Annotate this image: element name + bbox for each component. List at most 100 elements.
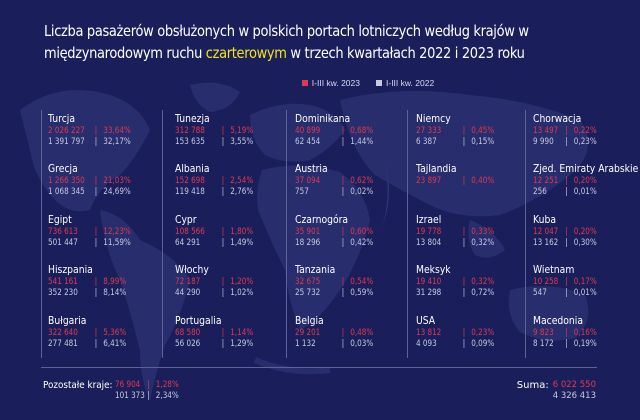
share-2022: 1,44% (350, 136, 374, 147)
value-2023: 29 201 (295, 328, 321, 338)
country-name: Izrael (416, 214, 442, 226)
separator: | (94, 237, 98, 248)
separator: | (462, 126, 466, 136)
row-2022: 4 093 | 0,09% (416, 339, 518, 350)
separator: | (94, 176, 98, 186)
value-2023: 13 812 (416, 328, 442, 338)
country-name: Tanzania (295, 264, 336, 276)
share-2023: 0,45% (471, 126, 495, 136)
value-2023: 108 566 (175, 227, 205, 237)
country-card: Czarnogóra 35 901 | 0,60% 18 296 | 0,42% (295, 214, 415, 248)
country-card: Turcja 2 026 227 | 33,64% 1 391 797 | 32,17% (48, 113, 168, 147)
separator: | (147, 390, 150, 401)
row-2023: 35 901 | 0,60% (295, 227, 397, 238)
share-2022: 2,76% (230, 186, 254, 197)
value-2022: 119 418 (175, 186, 205, 197)
row-2022: 44 290 | 1,02% (175, 288, 277, 299)
separator: | (341, 186, 345, 197)
value-2023: 27 333 (416, 126, 442, 136)
country-card: Cypr 108 566 | 1,80% 64 291 | 1,49% (175, 214, 295, 248)
value-2023: 72 187 (175, 277, 201, 287)
share-2022: 3,55% (230, 136, 254, 147)
sum-summary: Suma: 6 022 550 4 326 413 (517, 380, 596, 401)
country-card: Grecja 1 266 350 | 21,03% 1 068 345 | 24,69% (48, 163, 168, 197)
column-3: Dominikana 40 899 | 0,68% 62 454 | 1,44% Aus… (286, 110, 407, 358)
value-2023: 76 904 (115, 380, 141, 390)
row-2023: 322 640 | 5,36% (48, 328, 150, 339)
row-2022: 153 635 | 3,55% (175, 137, 277, 148)
row-2023: 10 258 | 0,17% (533, 277, 635, 288)
sum-2023: 6 022 550 (552, 380, 596, 390)
row-2022: 25 732 | 0,59% (295, 288, 397, 299)
row-2023: 312 788 | 5,19% (175, 126, 277, 137)
value-2023: 23 897 (416, 176, 442, 186)
share-2023: 0,60% (350, 227, 374, 237)
country-card: USA 13 812 | 0,23% 4 093 | 0,09% (416, 315, 536, 349)
country-card: Zjed. Emiraty Arabskie 12 251 | 0,20% 256 |… (533, 163, 640, 197)
row-2022: 1 132 | 0,03% (295, 339, 397, 350)
separator: | (341, 287, 345, 298)
share-2023: 0,23% (471, 328, 495, 338)
value-2023: 19 410 (416, 277, 442, 287)
share-2022: 0,01% (573, 287, 597, 298)
row-2023: 37 094 | 0,62% (295, 176, 397, 187)
share-2022: 0,23% (573, 136, 597, 147)
row-2022: 547 | 0,01% (533, 288, 635, 299)
separator: | (462, 328, 466, 338)
value-2023: 312 788 (175, 126, 205, 136)
share-2023: 5,36% (103, 328, 127, 338)
row-2023: 152 698 | 2,54% (175, 176, 277, 187)
share-2022: 0,19% (573, 338, 597, 349)
separator: | (341, 237, 345, 248)
legend-item-2022: I-III kw. 2022 (376, 78, 434, 88)
row-2023: 40 899 | 0,68% (295, 126, 397, 137)
country-name: Tunezja (175, 113, 210, 125)
country-card: Hiszpania 541 161 | 8,99% 352 230 | 8,14% (48, 264, 168, 298)
value-2023: 40 899 (295, 126, 321, 136)
row-2022: 277 481 | 6,41% (48, 339, 150, 350)
legend-item-2023: I-III kw. 2023 (301, 78, 360, 88)
country-name: Chorwacja (533, 113, 582, 125)
share-2023: 33,64% (103, 126, 131, 136)
separator: | (565, 136, 568, 147)
row-2023: 76 904 | 1,28% (115, 380, 179, 391)
share-2022: 8,14% (103, 287, 127, 298)
share-2022: 0,15% (471, 136, 495, 147)
row-2022: 1 391 797 | 32,17% (48, 137, 150, 148)
row-2022: 1 068 345 | 24,69% (48, 187, 150, 198)
country-card: Chorwacja 13 497 | 0,22% 9 990 | 0,23% (533, 113, 640, 147)
country-name: Czarnogóra (295, 214, 349, 226)
value-2022: 13 162 (533, 237, 559, 248)
country-card: Tunezja 312 788 | 5,19% 153 635 | 3,55% (175, 113, 295, 147)
country-card: Belgia 29 201 | 0,48% 1 132 | 0,03% (295, 315, 415, 349)
country-name: Turcja (48, 113, 76, 125)
separator: | (94, 186, 98, 197)
row-2022: 18 296 | 0,42% (295, 238, 397, 249)
value-2023: 35 901 (295, 227, 321, 237)
title-text-end: w trzech kwartałach 2022 i 2023 roku (286, 44, 525, 62)
value-2023: 2 026 227 (48, 126, 85, 136)
row-2022: 101 373 | 2,34% (115, 391, 179, 402)
sum-label: Suma: (516, 380, 549, 391)
separator: | (462, 176, 466, 186)
separator: | (94, 126, 98, 136)
row-2022: 6 387 | 0,15% (416, 137, 518, 148)
value-2022: 25 732 (295, 287, 321, 298)
value-2022: 6 387 (416, 136, 437, 147)
country-name: Wietnam (533, 264, 575, 276)
separator: | (341, 328, 345, 338)
row-2023: 13 497 | 0,22% (533, 126, 635, 137)
separator: | (565, 237, 568, 248)
value-2023: 37 094 (295, 176, 321, 186)
share-2022: 0,32% (471, 237, 495, 248)
value-2023: 12 251 (533, 176, 559, 186)
value-2022: 757 (295, 186, 309, 197)
separator: | (94, 328, 98, 338)
country-card: Kuba 12 047 | 0,20% 13 162 | 0,30% (533, 214, 640, 248)
country-card: Dominikana 40 899 | 0,68% 62 454 | 1,44% (295, 113, 415, 147)
row-2023: 72 187 | 1,20% (175, 277, 277, 288)
separator: | (565, 186, 568, 197)
column-2: Tunezja 312 788 | 5,19% 153 635 | 3,55% Alba… (162, 110, 286, 358)
value-2022: 62 454 (295, 136, 321, 147)
country-grid: Turcja 2 026 227 | 33,64% 1 391 797 | 32,17%… (41, 110, 639, 358)
